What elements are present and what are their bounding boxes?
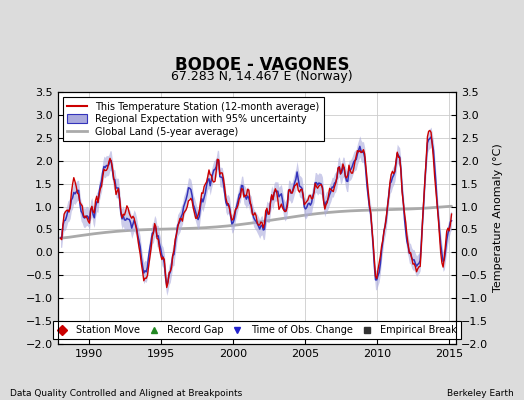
Text: Berkeley Earth: Berkeley Earth [447,389,514,398]
Text: 67.283 N, 14.467 E (Norway): 67.283 N, 14.467 E (Norway) [171,70,353,83]
Text: BODOE - VAGONES: BODOE - VAGONES [174,56,350,74]
Y-axis label: Temperature Anomaly (°C): Temperature Anomaly (°C) [494,144,504,292]
Text: Data Quality Controlled and Aligned at Breakpoints: Data Quality Controlled and Aligned at B… [10,389,243,398]
Legend: Station Move, Record Gap, Time of Obs. Change, Empirical Break: Station Move, Record Gap, Time of Obs. C… [53,321,461,339]
